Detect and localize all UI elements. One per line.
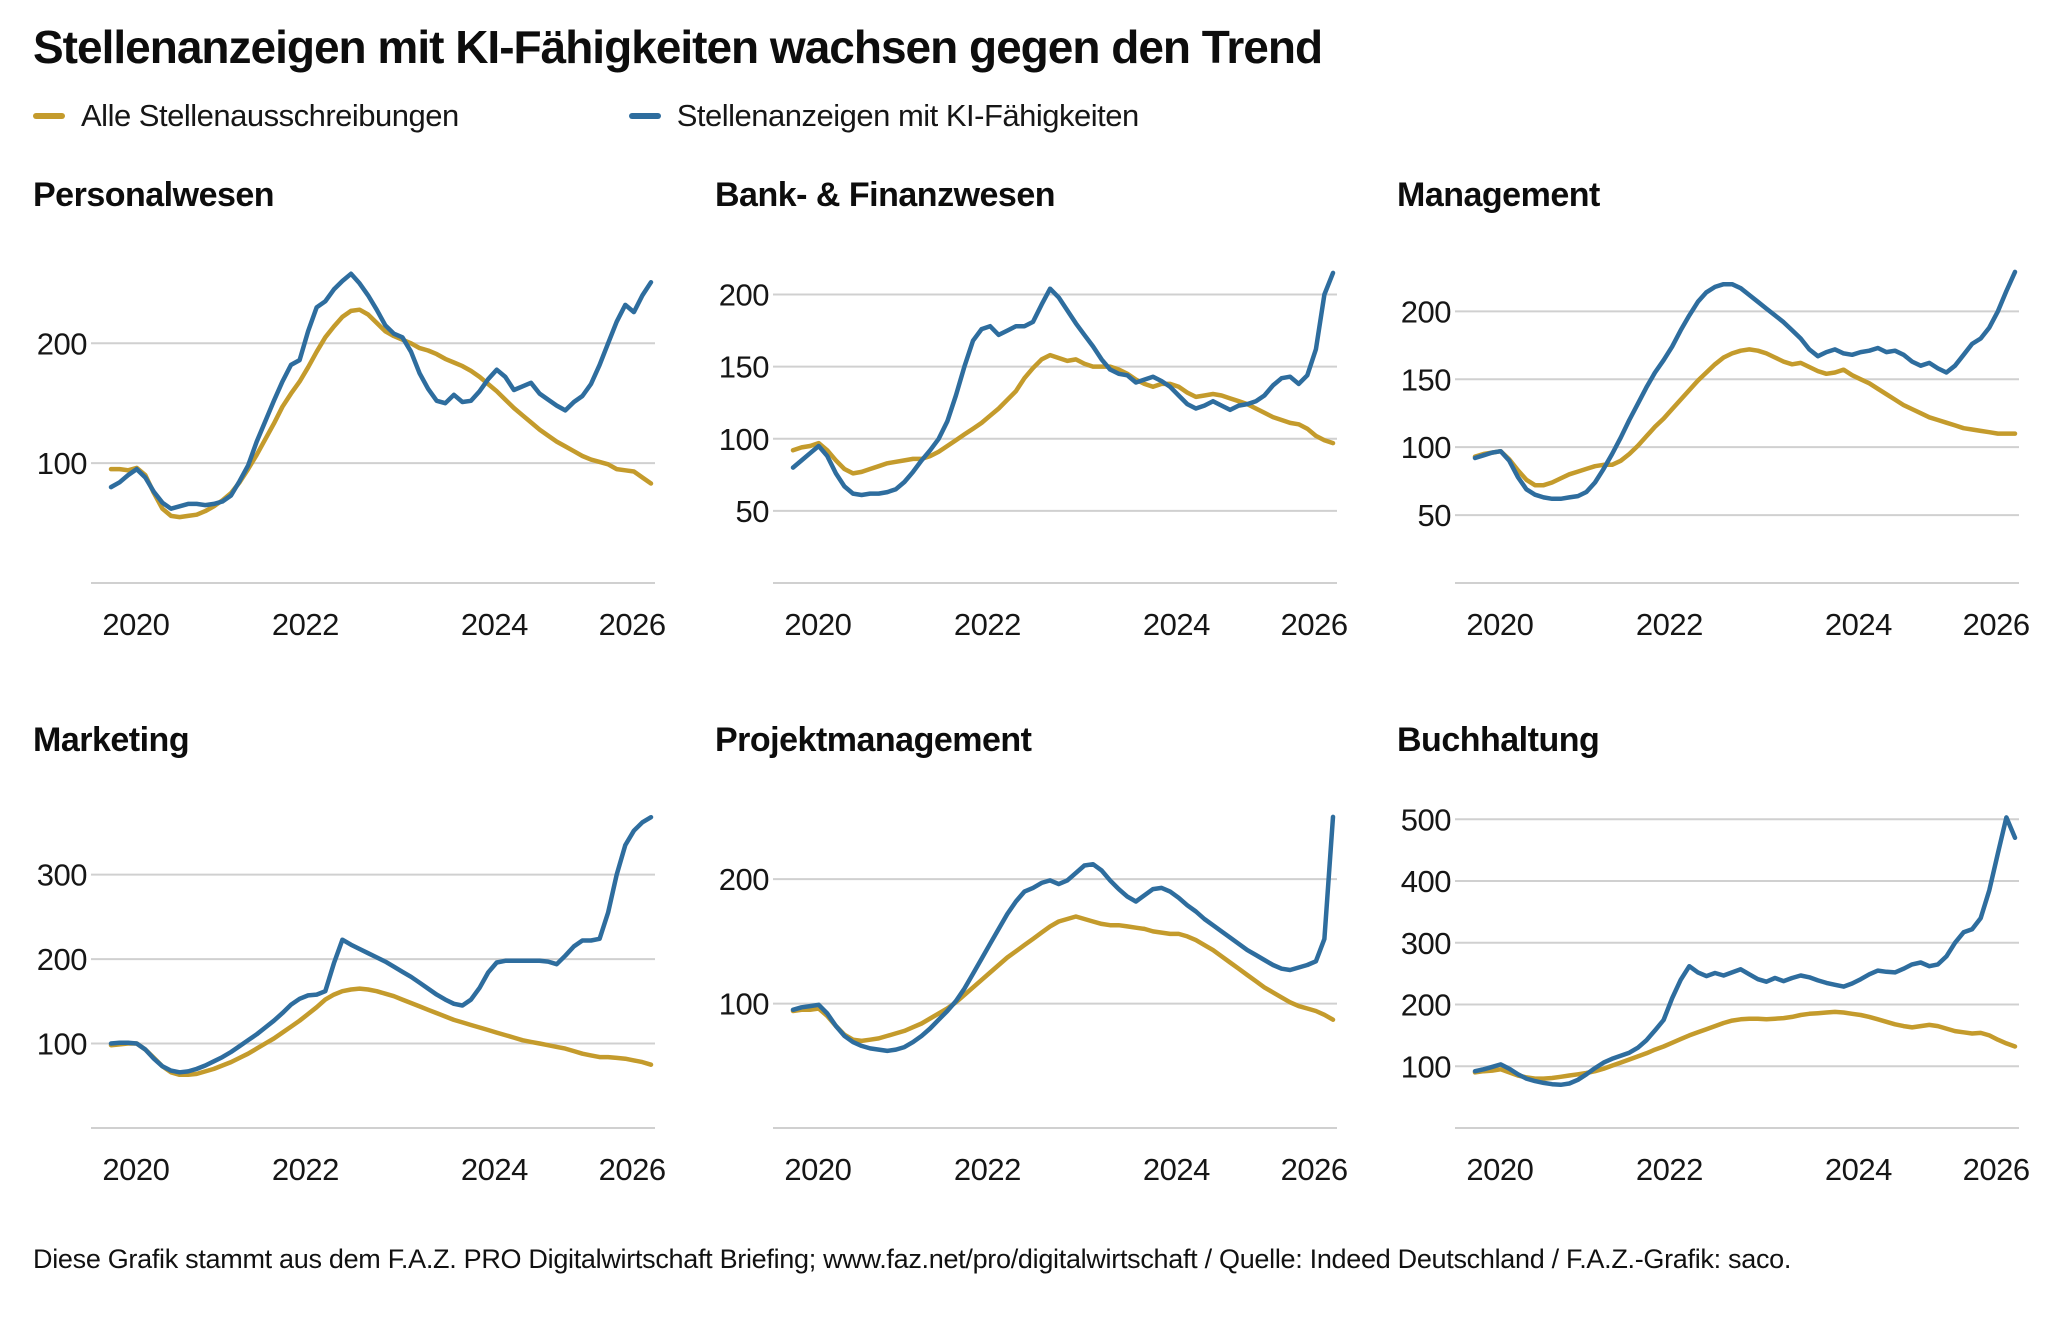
- series-line-alle: [108, 986, 654, 1078]
- ki-series-dash-icon: [628, 113, 661, 119]
- series-line-ki: [108, 271, 654, 511]
- y-tick-label: 100: [719, 422, 769, 457]
- series-line-alle: [108, 307, 654, 520]
- x-tick-label: 2026: [1281, 607, 1348, 642]
- y-tick-label: 50: [1418, 498, 1452, 533]
- y-tick-label: 50: [736, 494, 770, 529]
- page-title: Stellenanzeigen mit KI-Fähigkeiten wachs…: [33, 21, 1323, 73]
- chart-panel-management: Management 50 100 150 200 2020 2022 2024 2026: [1397, 176, 2031, 663]
- x-tick-label: 2022: [272, 607, 339, 642]
- management-plot: 50 100 150 200 2020 2022 2024 2026: [1401, 269, 2030, 642]
- x-tick-label: 2022: [1636, 607, 1703, 642]
- x-tick-label: 2020: [1466, 1152, 1533, 1187]
- x-tick-label: 2024: [461, 1152, 528, 1187]
- marketing-plot: 100 200 300 2020 2022 2024 2026: [37, 814, 666, 1187]
- x-tick-label: 2024: [1143, 1152, 1210, 1187]
- y-tick-label: 200: [719, 278, 769, 313]
- legend-label: Stellenanzeigen mit KI-Fähigkeiten: [676, 98, 1140, 133]
- x-tick-label: 2022: [954, 607, 1021, 642]
- x-tick-label: 2026: [599, 1152, 666, 1187]
- x-tick-label: 2024: [1825, 607, 1892, 642]
- series-line-alle: [1472, 1009, 2018, 1081]
- personalwesen-plot: 100 200 2020 2022 2024 2026: [37, 271, 666, 642]
- series-line-ki: [108, 814, 654, 1075]
- alle-series-dash-icon: [33, 113, 65, 119]
- x-tick-label: 2022: [954, 1152, 1021, 1187]
- series-line-ki: [790, 270, 1336, 498]
- y-tick-label: 200: [37, 326, 87, 361]
- chart-panel-personalwesen: Personalwesen 100 200 2020 2022 2024 2026: [33, 176, 667, 663]
- series-line-ki: [1472, 815, 2018, 1088]
- panel-title: Bank- & Finanzwesen: [715, 176, 1056, 214]
- series-line-ki: [1472, 269, 2018, 502]
- y-tick-label: 200: [1401, 294, 1451, 329]
- panel-title: Personalwesen: [33, 176, 275, 214]
- chart-panel-bank-finanzwesen: Bank- & Finanzwesen 50 100 150 200 2020 2022 2…: [715, 176, 1349, 663]
- y-tick-label: 150: [1401, 362, 1451, 397]
- x-tick-label: 2026: [1963, 607, 2030, 642]
- x-tick-label: 2020: [102, 607, 169, 642]
- panel-title: Marketing: [33, 721, 190, 759]
- y-tick-label: 100: [719, 987, 769, 1022]
- legend-item-ki-faehigkeiten: Stellenanzeigen mit KI-Fähigkeiten: [628, 98, 1140, 134]
- x-tick-label: 2024: [1143, 607, 1210, 642]
- x-tick-label: 2024: [1825, 1152, 1892, 1187]
- x-tick-label: 2020: [1466, 607, 1533, 642]
- y-tick-label: 200: [719, 862, 769, 897]
- y-tick-label: 100: [37, 1027, 87, 1062]
- x-tick-label: 2026: [1281, 1152, 1348, 1187]
- series-line-alle: [790, 352, 1336, 476]
- panel-title: Buchhaltung: [1397, 721, 1600, 759]
- y-tick-label: 100: [1401, 1049, 1451, 1084]
- x-tick-label: 2020: [102, 1152, 169, 1187]
- legend-label: Alle Stellenausschreibungen: [81, 98, 459, 133]
- legend: Alle Stellenausschreibungen Stellenanzei…: [33, 98, 2031, 134]
- x-tick-label: 2022: [1636, 1152, 1703, 1187]
- panel-title: Management: [1397, 176, 1600, 214]
- y-tick-label: 400: [1401, 864, 1451, 899]
- series-line-ki: [790, 814, 1336, 1054]
- y-tick-label: 100: [37, 446, 87, 481]
- chart-panel-marketing: Marketing 100 200 300 2020 2022 2024 2026: [33, 721, 667, 1208]
- x-tick-label: 2020: [784, 1152, 851, 1187]
- legend-item-alle-stellenausschreibungen: Alle Stellenausschreibungen: [33, 98, 459, 134]
- series-line-alle: [790, 914, 1336, 1044]
- faz-chart-graphic: Stellenanzeigen mit KI-Fähigkeiten wachs…: [33, 21, 2031, 1274]
- x-tick-label: 2024: [461, 607, 528, 642]
- chart-panel-buchhaltung: Buchhaltung 100 200 300 400 500 2020 2022 2024 2…: [1397, 721, 2031, 1208]
- y-tick-label: 150: [719, 350, 769, 385]
- buchhaltung-plot: 100 200 300 400 500 2020 2022 2024 2026: [1401, 802, 2030, 1187]
- y-tick-label: 200: [1401, 988, 1451, 1023]
- y-tick-label: 300: [37, 858, 87, 893]
- chart-grid: Personalwesen 100 200 2020 2022 2024 2026 Ban…: [33, 176, 2031, 1208]
- bank-finanzwesen-plot: 50 100 150 200 2020 2022 2024 2026: [719, 270, 1348, 642]
- source-credit-line: Diese Grafik stammt aus dem F.A.Z. PRO D…: [33, 1244, 1792, 1274]
- y-tick-label: 300: [1401, 926, 1451, 961]
- x-tick-label: 2022: [272, 1152, 339, 1187]
- x-tick-label: 2026: [1963, 1152, 2030, 1187]
- x-tick-label: 2026: [599, 607, 666, 642]
- projektmanagement-plot: 100 200 2020 2022 2024 2026: [719, 814, 1348, 1187]
- chart-panel-projektmanagement: Projektmanagement 100 200 2020 2022 2024 2026: [715, 721, 1349, 1208]
- panel-title: Projektmanagement: [715, 721, 1032, 759]
- x-tick-label: 2020: [784, 607, 851, 642]
- y-tick-label: 200: [37, 942, 87, 977]
- y-tick-label: 500: [1401, 802, 1451, 837]
- series-line-alle: [1472, 347, 2018, 488]
- y-tick-label: 100: [1401, 430, 1451, 465]
